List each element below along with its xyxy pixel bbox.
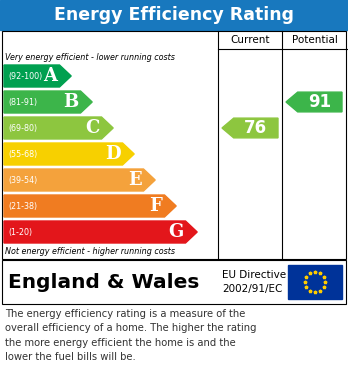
Text: F: F xyxy=(150,197,163,215)
Text: EU Directive
2002/91/EC: EU Directive 2002/91/EC xyxy=(222,271,286,294)
Text: (39-54): (39-54) xyxy=(8,176,37,185)
Polygon shape xyxy=(4,221,197,243)
Text: (55-68): (55-68) xyxy=(8,149,37,158)
Text: G: G xyxy=(168,223,183,241)
Bar xyxy=(2,260,346,304)
Text: (92-100): (92-100) xyxy=(8,72,42,81)
Polygon shape xyxy=(4,169,155,191)
Text: E: E xyxy=(128,171,142,189)
Text: B: B xyxy=(63,93,79,111)
Text: 76: 76 xyxy=(244,119,267,137)
Text: Not energy efficient - higher running costs: Not energy efficient - higher running co… xyxy=(5,247,175,256)
Text: Very energy efficient - lower running costs: Very energy efficient - lower running co… xyxy=(5,53,175,62)
Text: Current: Current xyxy=(230,35,270,45)
Polygon shape xyxy=(4,195,176,217)
Text: England & Wales: England & Wales xyxy=(8,273,199,292)
Text: A: A xyxy=(44,67,57,85)
Bar xyxy=(2,31,346,259)
Text: C: C xyxy=(85,119,100,137)
Polygon shape xyxy=(222,118,278,138)
Polygon shape xyxy=(4,143,134,165)
Text: (21-38): (21-38) xyxy=(8,201,37,210)
Polygon shape xyxy=(4,91,92,113)
Polygon shape xyxy=(286,92,342,112)
Bar xyxy=(288,265,342,299)
Text: (81-91): (81-91) xyxy=(8,97,37,106)
Text: The energy efficiency rating is a measure of the
overall efficiency of a home. T: The energy efficiency rating is a measur… xyxy=(5,309,256,362)
Polygon shape xyxy=(4,117,113,139)
Text: 91: 91 xyxy=(308,93,331,111)
Bar xyxy=(0,31,348,259)
Polygon shape xyxy=(4,65,71,87)
Bar xyxy=(0,0,348,30)
Text: (69-80): (69-80) xyxy=(8,124,37,133)
Text: Potential: Potential xyxy=(292,35,338,45)
Text: Energy Efficiency Rating: Energy Efficiency Rating xyxy=(54,6,294,24)
Text: (1-20): (1-20) xyxy=(8,228,32,237)
Text: D: D xyxy=(105,145,120,163)
